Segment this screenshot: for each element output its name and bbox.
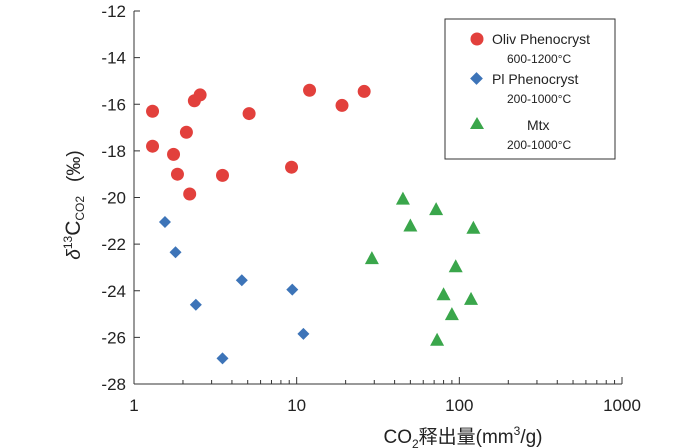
legend-label-oliv: Oliv Phenocryst	[492, 31, 590, 47]
x-tick-label: 1	[129, 396, 138, 415]
point-oliv-phenocryst	[167, 147, 181, 161]
y-tick-label: -18	[101, 142, 126, 161]
y-tick-label: -28	[101, 375, 126, 394]
point-pl-phenocryst	[169, 246, 182, 259]
y-tick-label: -16	[101, 95, 126, 114]
point-mtx	[464, 291, 479, 305]
legend: Oliv Phenocryst 600-1200°C Pl Phenocryst…	[444, 18, 616, 160]
x-tick-label: 100	[445, 396, 473, 415]
legend-label-mtx: Mtx	[527, 117, 550, 133]
point-oliv-phenocryst	[146, 104, 160, 118]
y-tick-label: -24	[101, 282, 126, 301]
svg-text:δ13CCO2(‰): δ13CCO2(‰)	[61, 150, 87, 259]
point-oliv-phenocryst	[357, 84, 371, 98]
x-axis-title: CO2释出量(mm3/g)	[383, 424, 542, 448]
axes: -12 -14 -16 -18 -20 -22 -24 -26 -281 10 100 1000	[101, 2, 640, 415]
point-mtx	[395, 191, 410, 205]
point-oliv-phenocryst	[285, 160, 299, 174]
legend-range-oliv: 600-1200°C	[507, 52, 572, 66]
legend-range-pl: 200-1000°C	[507, 92, 572, 106]
point-mtx	[448, 259, 463, 273]
point-pl-phenocryst	[189, 298, 202, 311]
point-pl-phenocryst	[286, 283, 299, 296]
y-tick-label: -14	[101, 49, 126, 68]
legend-marker-oliv	[470, 32, 484, 46]
point-oliv-phenocryst	[179, 125, 193, 139]
point-mtx	[466, 220, 481, 234]
point-pl-phenocryst	[235, 274, 248, 287]
point-pl-phenocryst	[216, 352, 229, 365]
y-tick-label: -22	[101, 235, 126, 254]
legend-marker-pl	[470, 72, 483, 85]
y-tick-label: -12	[101, 2, 126, 21]
point-oliv-phenocryst	[335, 98, 349, 112]
legend-marker-mtx	[470, 117, 484, 129]
y-tick-label: -26	[101, 328, 126, 347]
point-mtx	[444, 307, 459, 321]
point-mtx	[430, 332, 445, 346]
point-oliv-phenocryst	[303, 83, 317, 97]
x-tick-label: 10	[287, 396, 306, 415]
point-mtx	[403, 218, 418, 232]
point-oliv-phenocryst	[242, 107, 256, 121]
x-tick-label: 1000	[603, 396, 641, 415]
point-mtx	[436, 287, 451, 301]
point-oliv-phenocryst	[216, 168, 230, 182]
point-oliv-phenocryst	[170, 167, 184, 181]
point-mtx	[364, 251, 379, 265]
point-pl-phenocryst	[297, 327, 310, 340]
y-axis-title: δ13CCO2(‰)	[61, 150, 87, 259]
legend-range-mtx: 200-1000°C	[507, 138, 572, 152]
point-oliv-phenocryst	[183, 187, 197, 201]
y-tick-label: -20	[101, 189, 126, 208]
plot-marks	[146, 83, 481, 365]
point-oliv-phenocryst	[193, 88, 207, 102]
legend-label-pl: Pl Phenocryst	[492, 71, 578, 87]
point-pl-phenocryst	[158, 215, 171, 228]
point-oliv-phenocryst	[146, 139, 160, 153]
point-mtx	[429, 202, 444, 216]
